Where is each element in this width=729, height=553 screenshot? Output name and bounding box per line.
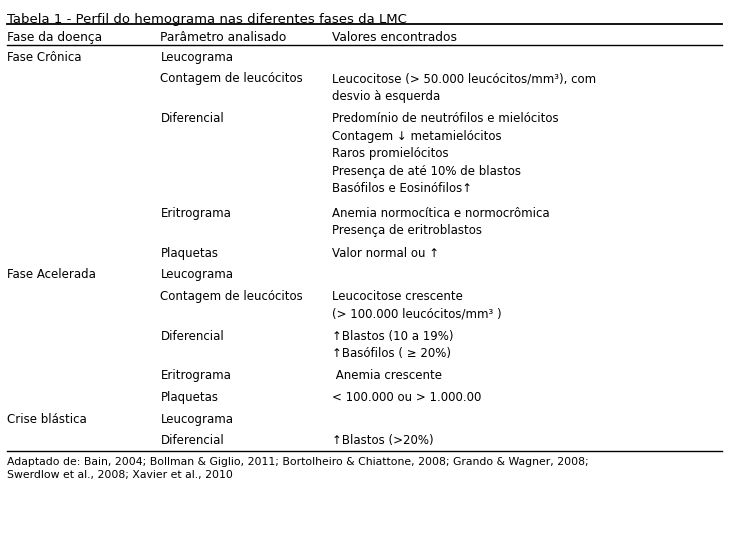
Text: Diferencial: Diferencial	[160, 434, 224, 447]
Text: Leucograma: Leucograma	[160, 413, 233, 426]
Text: Fase Crônica: Fase Crônica	[7, 51, 82, 64]
Text: Fase Acelerada: Fase Acelerada	[7, 268, 96, 281]
Text: Predomínio de neutrófilos e mielócitos
Contagem ↓ metamielócitos
Raros promielóc: Predomínio de neutrófilos e mielócitos C…	[332, 112, 558, 195]
Text: Anemia normocítica e normocrômica
Presença de eritroblastos: Anemia normocítica e normocrômica Presen…	[332, 207, 550, 237]
Text: Leucocitose (> 50.000 leucócitos/mm³), com
desvio à esquerda: Leucocitose (> 50.000 leucócitos/mm³), c…	[332, 72, 596, 103]
Text: ↑Blastos (>20%): ↑Blastos (>20%)	[332, 434, 433, 447]
Text: Eritrograma: Eritrograma	[160, 369, 231, 383]
Text: Leucograma: Leucograma	[160, 51, 233, 64]
Text: Anemia crescente: Anemia crescente	[332, 369, 442, 383]
Text: Diferencial: Diferencial	[160, 112, 224, 126]
Text: Plaquetas: Plaquetas	[160, 391, 219, 404]
Text: Fase da doença: Fase da doença	[7, 31, 102, 44]
Text: Crise blástica: Crise blástica	[7, 413, 87, 426]
Text: Contagem de leucócitos: Contagem de leucócitos	[160, 290, 303, 303]
Text: Contagem de leucócitos: Contagem de leucócitos	[160, 72, 303, 86]
Text: ↑Blastos (10 a 19%)
↑Basófilos ( ≥ 20%): ↑Blastos (10 a 19%) ↑Basófilos ( ≥ 20%)	[332, 330, 453, 360]
Text: Plaquetas: Plaquetas	[160, 247, 219, 260]
Text: Adaptado de: Bain, 2004; Bollman & Giglio, 2011; Bortolheiro & Chiattone, 2008; : Adaptado de: Bain, 2004; Bollman & Gigli…	[7, 457, 589, 480]
Text: Valor normal ou ↑: Valor normal ou ↑	[332, 247, 439, 260]
Text: Valores encontrados: Valores encontrados	[332, 31, 456, 44]
Text: Leucocitose crescente
(> 100.000 leucócitos/mm³ ): Leucocitose crescente (> 100.000 leucóci…	[332, 290, 502, 320]
Text: Leucograma: Leucograma	[160, 268, 233, 281]
Text: Tabela 1 - Perfil do hemograma nas diferentes fases da LMC: Tabela 1 - Perfil do hemograma nas difer…	[7, 13, 408, 26]
Text: Parâmetro analisado: Parâmetro analisado	[160, 31, 286, 44]
Text: Diferencial: Diferencial	[160, 330, 224, 343]
Text: < 100.000 ou > 1.000.00: < 100.000 ou > 1.000.00	[332, 391, 481, 404]
Text: Eritrograma: Eritrograma	[160, 207, 231, 220]
